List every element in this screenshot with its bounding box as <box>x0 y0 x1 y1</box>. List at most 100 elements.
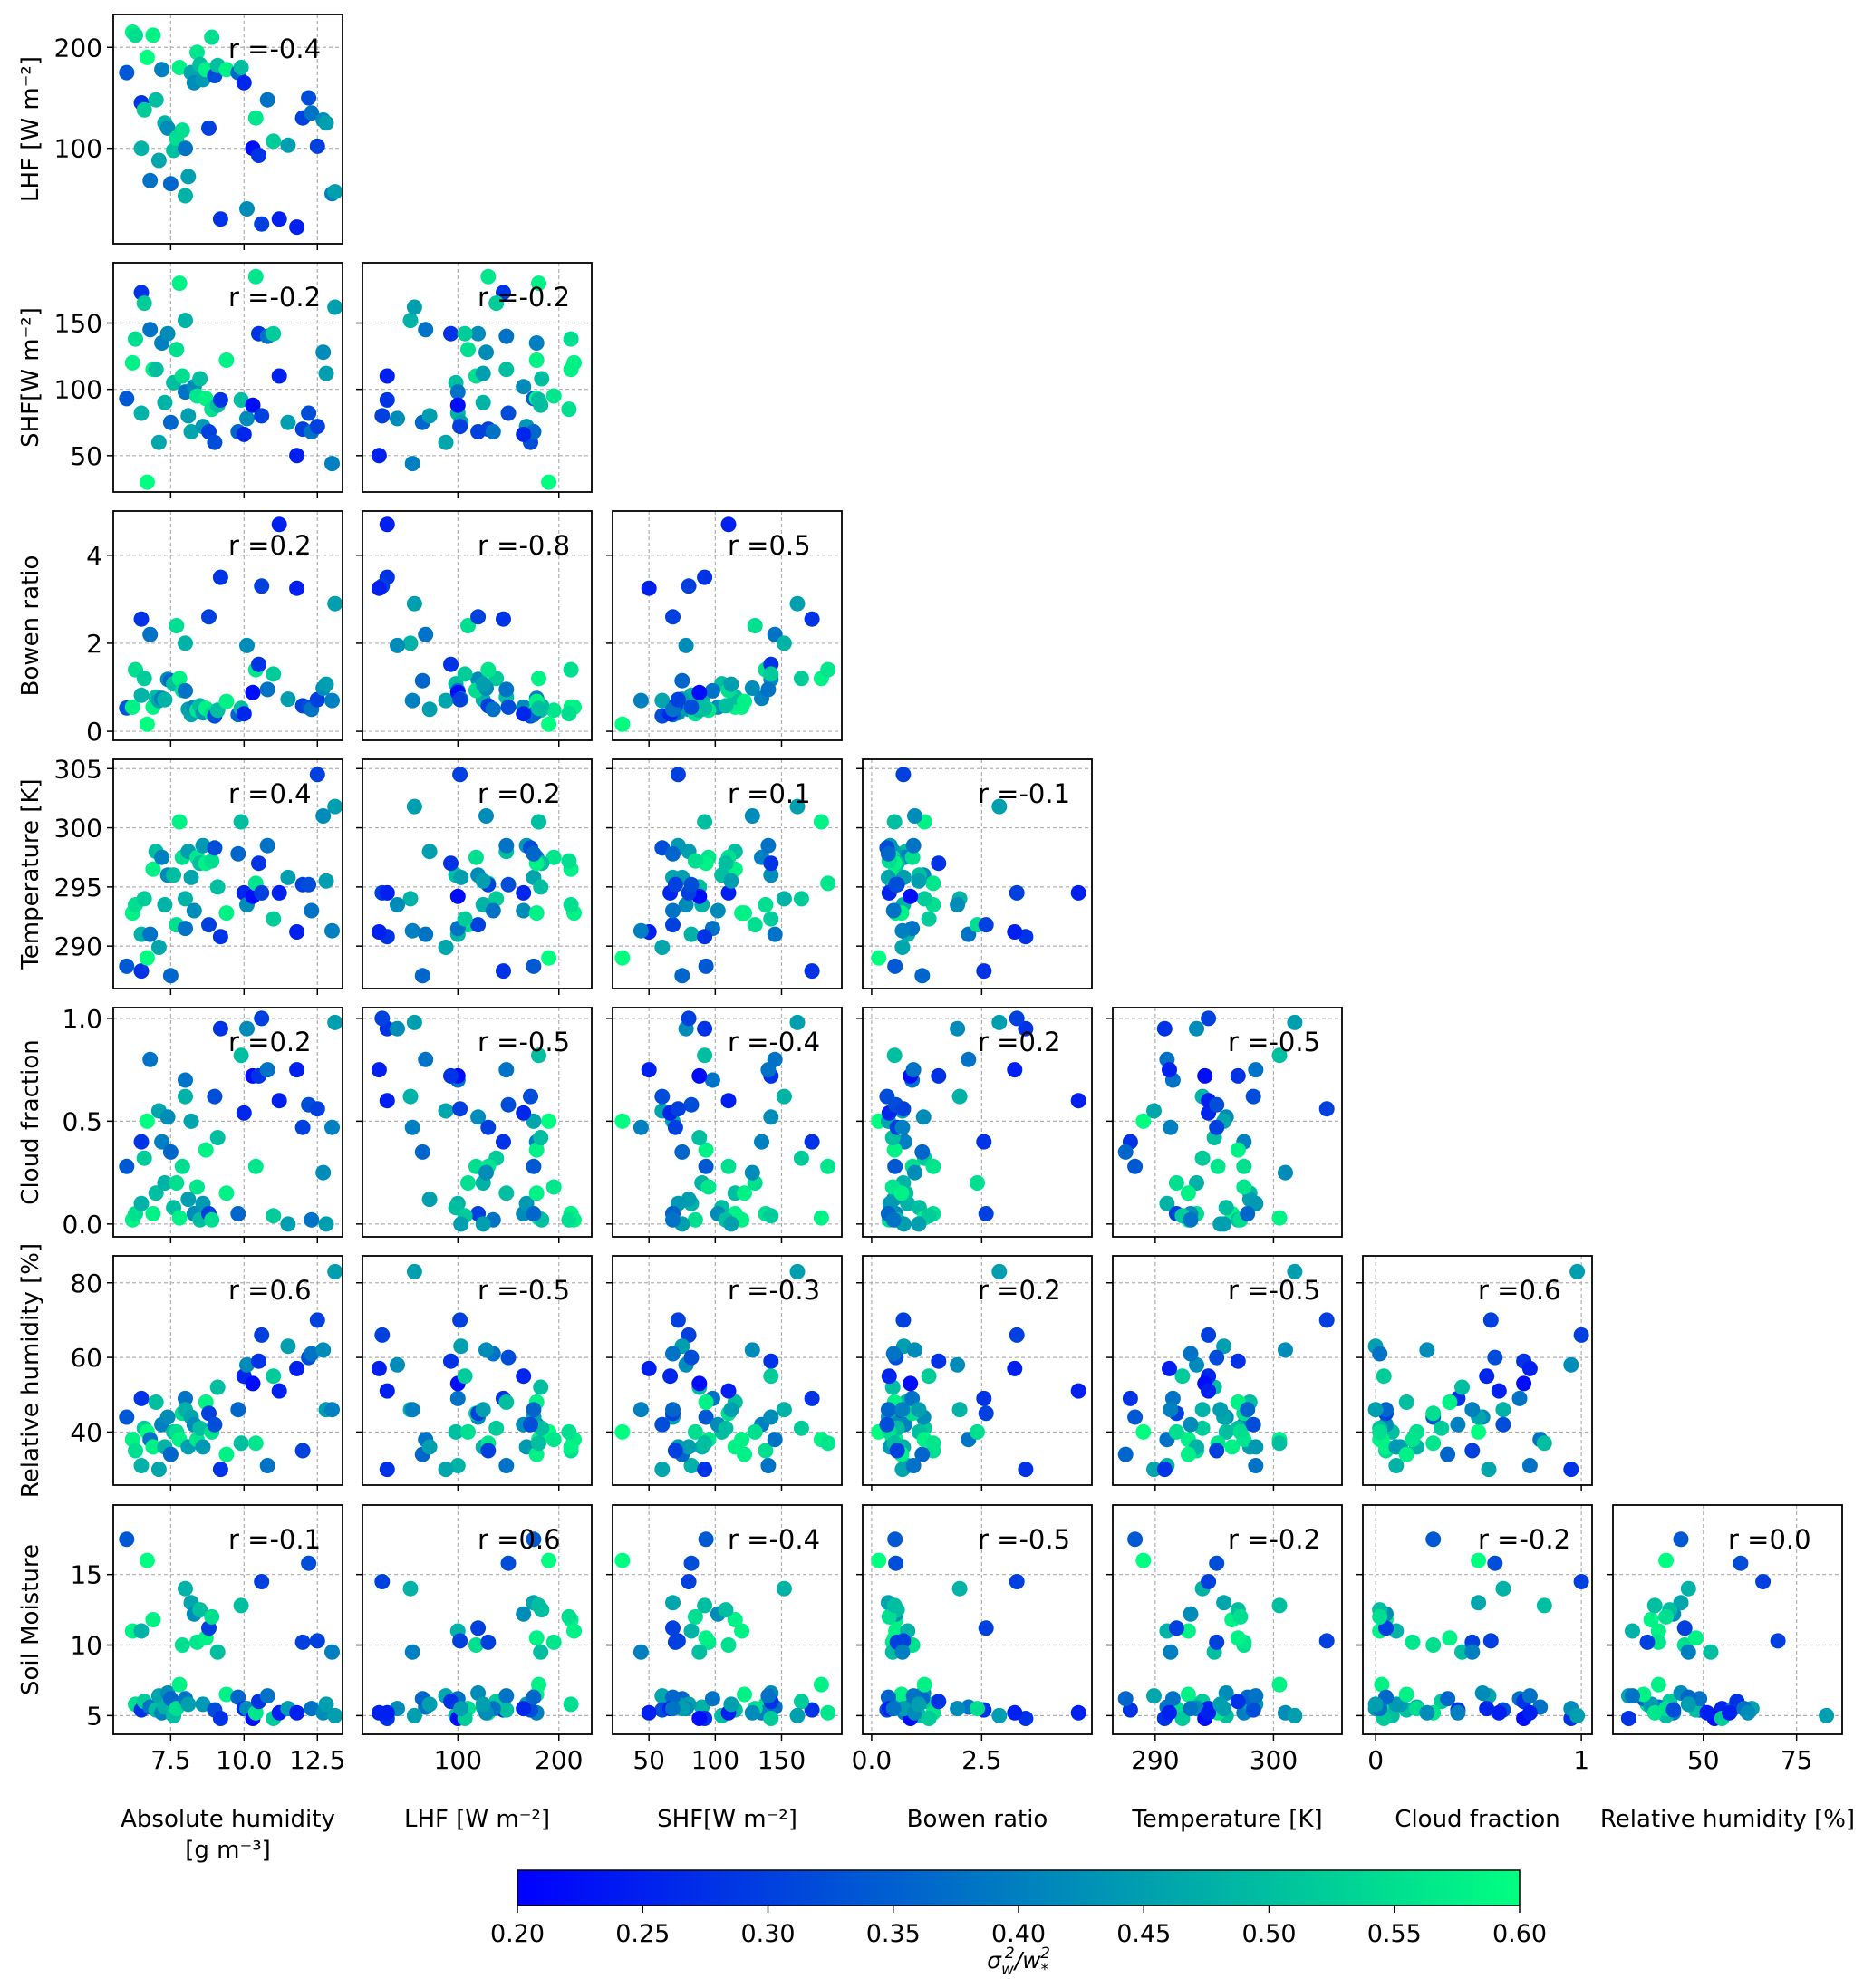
scatter-point <box>133 1195 150 1211</box>
correlation-label: r =-0.1 <box>978 778 1070 809</box>
scatter-point <box>1464 1644 1481 1660</box>
scatter-point <box>171 814 188 830</box>
scatter-point <box>526 1689 542 1705</box>
scatter-point <box>531 275 546 292</box>
scatter-point <box>133 1623 150 1639</box>
scatter-point <box>1367 1696 1384 1713</box>
scatter-point <box>1007 1704 1023 1721</box>
scatter-point <box>681 1439 697 1455</box>
scatter-point <box>406 1263 422 1279</box>
scatter-point <box>414 1144 430 1160</box>
correlation-label: r =0.0 <box>1728 1524 1811 1555</box>
scatter-point <box>1569 1263 1586 1279</box>
scatter-point <box>563 331 579 347</box>
scatter-point <box>327 595 343 612</box>
scatter-point <box>789 798 806 815</box>
scatter-point <box>905 1458 922 1473</box>
scatter-point <box>371 924 387 940</box>
scatter-point <box>1491 1704 1507 1721</box>
scatter-point <box>911 1216 927 1232</box>
scatter-point <box>1278 1342 1293 1358</box>
scatter-point <box>665 1402 681 1418</box>
scatter-point <box>254 1327 270 1343</box>
scatter-point <box>142 1051 159 1067</box>
scatter-point <box>136 891 152 907</box>
correlation-label: r =-0.5 <box>478 1027 570 1057</box>
scatter-point <box>687 1423 703 1440</box>
scatter-point <box>1070 1383 1086 1399</box>
scatter-point <box>665 845 681 862</box>
correlation-label: r =-0.2 <box>1478 1524 1570 1555</box>
y-tick-label: 5 <box>86 1701 102 1731</box>
scatter-point <box>470 917 487 933</box>
scatter-point <box>498 681 515 698</box>
scatter-point <box>457 1368 473 1385</box>
scatter-point <box>1230 1353 1246 1369</box>
panel-rh-vs-shf: r =-0.3 <box>606 1255 843 1491</box>
scatter-point <box>390 1356 405 1373</box>
scatter-point <box>614 950 631 966</box>
scatter-point <box>1168 1175 1184 1191</box>
scatter-point <box>541 474 557 490</box>
x-tick-label: 150 <box>758 1745 806 1775</box>
scatter-point <box>1070 884 1086 901</box>
scatter-point <box>516 379 532 395</box>
y-tick-label: 50 <box>70 441 102 471</box>
y-tick-label: 300 <box>54 814 102 844</box>
scatter-point <box>230 1402 246 1418</box>
scatter-point <box>776 891 792 907</box>
y-tick-label: 0.0 <box>62 1210 102 1240</box>
colorbar-tick-label: 0.55 <box>1367 1920 1422 1948</box>
scatter-point <box>438 1103 454 1119</box>
scatter-point <box>894 1644 911 1660</box>
scatter-point <box>280 414 296 430</box>
correlation-label: r =0.4 <box>228 778 312 809</box>
scatter-point <box>516 426 532 442</box>
scatter-point <box>174 1158 190 1174</box>
scatter-point <box>162 176 179 192</box>
scatter-point <box>760 1458 777 1473</box>
scatter-point <box>1271 1435 1288 1452</box>
scatter-point <box>1245 1088 1261 1105</box>
scatter-point <box>886 1597 903 1614</box>
scatter-point <box>916 1676 932 1693</box>
scatter-point <box>976 1390 992 1406</box>
scatter-point <box>1482 1312 1499 1328</box>
scatter-point <box>183 1113 199 1129</box>
scatter-point <box>1070 1093 1086 1109</box>
scatter-point <box>667 876 683 893</box>
y-tick-label: 40 <box>70 1417 102 1447</box>
scatter-point <box>201 120 217 136</box>
scatter-point <box>318 873 334 889</box>
scatter-point <box>1442 1394 1458 1410</box>
scatter-point <box>516 706 532 722</box>
x-tick-label: 2.5 <box>961 1745 1002 1775</box>
scatter-point <box>951 1580 968 1597</box>
scatter-point <box>247 1435 264 1452</box>
scatter-point <box>1405 1432 1421 1448</box>
scatter-point <box>289 1062 305 1078</box>
scatter-point <box>1487 1555 1503 1571</box>
scatter-point <box>767 1432 783 1448</box>
scatter-point <box>162 414 179 430</box>
scatter-point <box>1230 1694 1246 1710</box>
scatter-point <box>561 401 577 418</box>
scatter-point <box>1018 1020 1034 1037</box>
scatter-point <box>961 1051 977 1067</box>
correlation-label: r =-0.5 <box>978 1524 1070 1555</box>
panel-frame <box>1112 1504 1343 1735</box>
scatter-point <box>218 1446 235 1462</box>
scatter-point <box>991 798 1008 815</box>
scatter-point <box>887 958 903 974</box>
scatter-point <box>921 1368 937 1385</box>
colorbar-tick-label: 0.60 <box>1492 1920 1547 1948</box>
scatter-point <box>914 1144 931 1160</box>
scatter-point <box>767 926 783 942</box>
panel-frame <box>862 1504 1093 1735</box>
scatter-point <box>478 344 494 361</box>
scatter-point <box>230 1206 246 1221</box>
scatter-point <box>1442 1630 1458 1646</box>
scatter-point <box>266 325 282 342</box>
scatter-point <box>1454 1379 1470 1395</box>
